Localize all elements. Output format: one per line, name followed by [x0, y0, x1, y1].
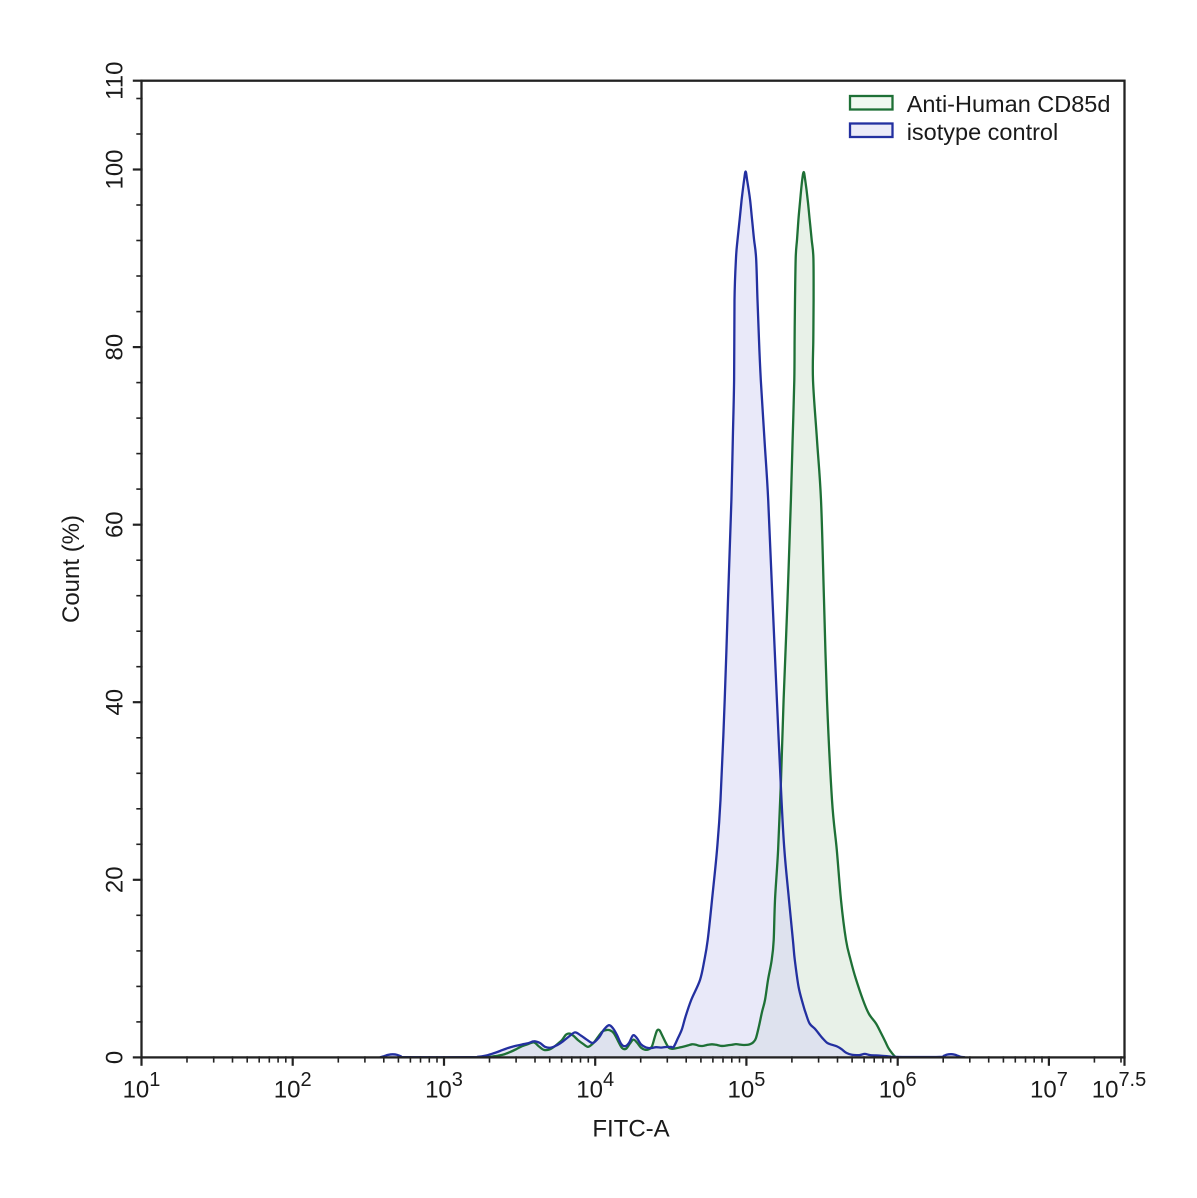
svg-text:40: 40 — [102, 689, 129, 716]
svg-text:100: 100 — [102, 149, 129, 189]
svg-text:isotype control: isotype control — [907, 119, 1059, 145]
svg-text:20: 20 — [102, 866, 129, 893]
svg-text:80: 80 — [102, 334, 129, 361]
svg-text:0: 0 — [102, 1051, 129, 1064]
svg-text:Anti-Human CD85d: Anti-Human CD85d — [907, 91, 1111, 117]
svg-text:Count (%): Count (%) — [58, 515, 85, 623]
svg-text:60: 60 — [102, 511, 129, 538]
svg-text:FITC-A: FITC-A — [592, 1116, 669, 1143]
svg-text:110: 110 — [102, 62, 129, 100]
